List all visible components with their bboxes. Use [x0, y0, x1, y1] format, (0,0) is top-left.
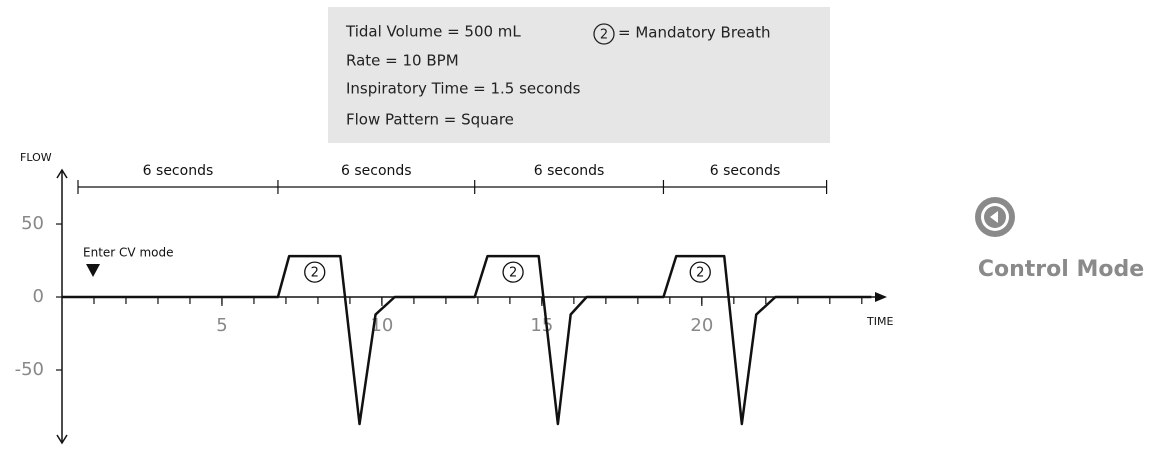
x-tick-label: 5 [216, 315, 227, 336]
x-tick-label: 20 [690, 315, 713, 336]
interval-label: 6 seconds [143, 163, 214, 179]
x-tick-label: 10 [370, 315, 393, 336]
interval-label: 6 seconds [534, 163, 605, 179]
interval-label: 6 seconds [710, 163, 781, 179]
button-arrow[interactable] [990, 211, 998, 223]
x-arrow [875, 292, 887, 303]
annotation-marker [86, 264, 101, 277]
y-tick-label: 0 [33, 286, 44, 307]
button-label[interactable]: Control Mode [978, 257, 1144, 282]
y-tick-label: 50 [21, 213, 44, 234]
control-mode-button[interactable]: Control Mode [975, 197, 1144, 282]
info-line: Inspiratory Time = 1.5 seconds [346, 80, 581, 98]
breath-marker: 2 [509, 266, 517, 281]
info-line: Rate = 10 BPM [346, 52, 459, 70]
breath-marker-circle [502, 261, 524, 283]
annotation: Enter CV mode [83, 246, 173, 260]
x-axis-label: TIME [866, 315, 893, 328]
legend-text: = Mandatory Breath [618, 24, 771, 42]
breath-marker-circle [304, 261, 326, 283]
flow-chart: FLOW TIME -50 0 50 5 10 15 20 6 seconds 6 seconds 6… [15, 151, 893, 445]
y-arrow-top [56, 168, 68, 179]
x-tick-label: 15 [530, 315, 553, 336]
info-line: Flow Pattern = Square [346, 111, 514, 129]
breath-marker: 2 [311, 266, 319, 281]
info-line: Tidal Volume = 500 mL [345, 23, 521, 41]
y-tick-label: -50 [15, 359, 44, 380]
breath-marker-circle [689, 261, 711, 283]
interval-label: 6 seconds [341, 163, 412, 179]
y-arrow-bottom [56, 434, 68, 445]
y-axis-label: FLOW [20, 151, 52, 164]
flow-line [62, 254, 872, 426]
breath-marker: 2 [696, 266, 704, 281]
legend-symbol: 2 [600, 28, 608, 43]
legend-circle [593, 23, 615, 45]
info-box [328, 7, 830, 143]
